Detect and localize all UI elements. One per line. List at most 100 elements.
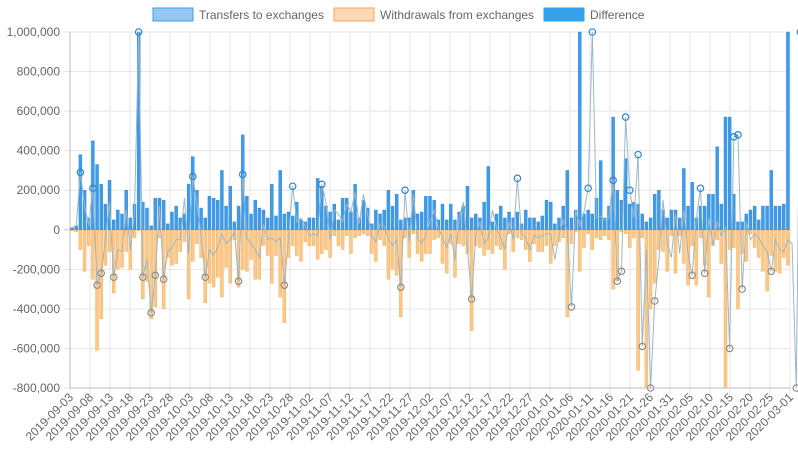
withdrawals-bar[interactable] (428, 229, 432, 254)
transfers-bar[interactable] (203, 217, 207, 230)
withdrawals-bar[interactable] (274, 229, 278, 256)
transfers-bar[interactable] (507, 211, 511, 230)
transfers-bar[interactable] (598, 160, 603, 230)
transfers-bar[interactable] (207, 195, 212, 230)
transfers-bar[interactable] (99, 184, 103, 230)
withdrawals-bar[interactable] (636, 229, 640, 371)
withdrawals-bar[interactable] (623, 229, 628, 234)
withdrawals-bar[interactable] (598, 229, 603, 240)
legend-item-difference[interactable]: Difference (543, 7, 645, 22)
withdrawals-bar[interactable] (403, 229, 407, 238)
withdrawals-bar[interactable] (561, 229, 565, 238)
transfers-bar[interactable] (228, 186, 232, 230)
withdrawals-bar[interactable] (603, 229, 607, 236)
transfers-bar[interactable] (673, 209, 678, 230)
difference-point[interactable] (397, 283, 405, 291)
transfers-bar[interactable] (765, 205, 769, 230)
transfers-bar[interactable] (428, 195, 432, 230)
transfers-bar[interactable] (70, 227, 74, 230)
transfers-bar[interactable] (528, 217, 532, 230)
withdrawals-bar[interactable] (590, 229, 595, 250)
transfers-bar[interactable] (686, 205, 690, 230)
withdrawals-bar[interactable] (553, 229, 557, 246)
difference-point[interactable] (89, 184, 97, 193)
withdrawals-bar[interactable] (673, 229, 678, 274)
withdrawals-bar[interactable] (678, 229, 682, 236)
difference-point[interactable] (796, 29, 798, 35)
transfers-bar[interactable] (361, 199, 366, 230)
difference-point[interactable] (617, 267, 626, 276)
transfers-bar[interactable] (715, 146, 719, 230)
transfers-bar[interactable] (678, 217, 682, 230)
difference-point[interactable] (401, 186, 409, 195)
withdrawals-bar[interactable] (411, 229, 416, 234)
withdrawals-bar[interactable] (374, 229, 378, 262)
transfers-bar[interactable] (740, 221, 744, 230)
withdrawals-bar[interactable] (761, 229, 765, 272)
withdrawals-bar[interactable] (324, 229, 328, 250)
transfers-bar[interactable] (569, 217, 574, 230)
transfers-bar[interactable] (653, 193, 657, 230)
transfers-bar[interactable] (582, 213, 586, 230)
withdrawals-bar[interactable] (174, 229, 178, 264)
difference-point[interactable] (234, 277, 243, 286)
withdrawals-bar[interactable] (419, 229, 424, 262)
difference-point[interactable] (650, 297, 659, 305)
withdrawals-bar[interactable] (515, 229, 520, 238)
difference-point[interactable] (584, 184, 592, 193)
withdrawals-bar[interactable] (87, 229, 91, 246)
transfers-bar[interactable] (249, 213, 253, 230)
withdrawals-bar[interactable] (265, 229, 270, 256)
transfers-bar[interactable] (153, 197, 158, 230)
transfers-bar[interactable] (640, 213, 644, 230)
withdrawals-bar[interactable] (752, 229, 757, 248)
transfers-bar[interactable] (365, 207, 370, 230)
withdrawals-bar[interactable] (628, 229, 632, 248)
withdrawals-bar[interactable] (211, 229, 216, 288)
transfers-bar[interactable] (257, 207, 262, 230)
withdrawals-bar[interactable] (224, 229, 228, 268)
transfers-bar[interactable] (557, 217, 561, 230)
legend-item-withdrawals[interactable]: Withdrawals from exchanges (333, 7, 534, 22)
transfers-bar[interactable] (174, 205, 178, 230)
transfers-bar[interactable] (782, 203, 786, 230)
difference-point[interactable] (588, 28, 597, 36)
transfers-bar[interactable] (524, 209, 528, 230)
transfers-bar[interactable] (253, 199, 257, 230)
transfers-bar[interactable] (736, 221, 740, 230)
difference-point[interactable] (621, 113, 630, 121)
withdrawals-bar[interactable] (365, 229, 370, 236)
withdrawals-bar[interactable] (607, 229, 611, 240)
withdrawals-bar[interactable] (361, 229, 366, 234)
transfers-bar[interactable] (311, 217, 316, 230)
withdrawals-bar[interactable] (682, 229, 686, 264)
withdrawals-bar[interactable] (78, 229, 83, 250)
transfers-bar[interactable] (378, 213, 382, 230)
transfers-bar[interactable] (349, 211, 353, 230)
withdrawals-bar[interactable] (765, 229, 769, 292)
withdrawals-bar[interactable] (732, 229, 736, 248)
transfers-bar[interactable] (307, 217, 312, 230)
transfers-bar[interactable] (95, 164, 99, 230)
withdrawals-bar[interactable] (690, 229, 694, 246)
transfers-bar[interactable] (727, 116, 732, 230)
difference-point[interactable] (767, 267, 776, 276)
difference-point[interactable] (625, 186, 634, 195)
withdrawals-bar[interactable] (661, 229, 665, 252)
transfers-bar[interactable] (436, 219, 441, 230)
withdrawals-bar[interactable] (91, 229, 95, 280)
withdrawals-bar[interactable] (349, 229, 353, 254)
transfers-bar[interactable] (719, 203, 724, 230)
difference-point[interactable] (288, 182, 297, 191)
transfers-bar[interactable] (623, 158, 628, 230)
withdrawals-bar[interactable] (490, 229, 495, 254)
transfers-bar[interactable] (340, 197, 345, 230)
transfers-bar[interactable] (399, 219, 403, 230)
withdrawals-bar[interactable] (494, 229, 499, 246)
transfers-bar[interactable] (628, 203, 632, 230)
transfers-bar[interactable] (440, 203, 445, 230)
transfers-bar[interactable] (565, 170, 570, 230)
difference-point[interactable] (613, 277, 622, 286)
transfers-bar[interactable] (590, 213, 595, 230)
transfers-bar[interactable] (757, 219, 761, 230)
